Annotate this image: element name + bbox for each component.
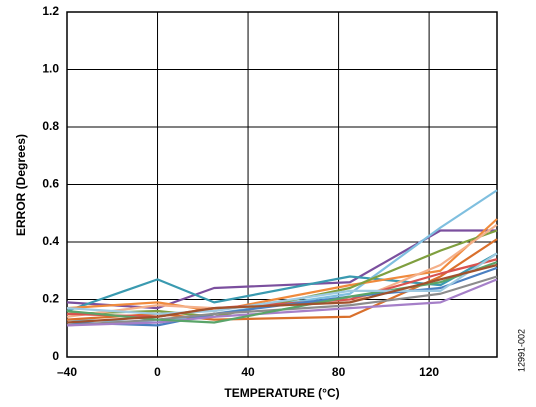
series-line bbox=[66, 258, 498, 318]
x-axis-label: TEMPERATURE (°C) bbox=[224, 386, 339, 400]
x-tick-label: 40 bbox=[241, 365, 255, 379]
x-tick-label: –40 bbox=[57, 365, 77, 379]
x-tick-label: 0 bbox=[154, 365, 161, 379]
series-line bbox=[66, 229, 498, 318]
y-tick-label: 1.0 bbox=[42, 62, 59, 76]
y-tick-label: 0.4 bbox=[42, 234, 59, 248]
y-tick-label: 0.8 bbox=[42, 119, 59, 133]
y-tick-label: 0.2 bbox=[42, 292, 59, 306]
x-tick-label: 80 bbox=[332, 365, 346, 379]
y-tick-label: 0 bbox=[52, 349, 59, 363]
x-tick-label: 120 bbox=[419, 365, 439, 379]
series-line bbox=[66, 218, 498, 313]
series-line bbox=[66, 263, 498, 324]
series-line bbox=[66, 252, 498, 315]
y-tick-label: 0.6 bbox=[42, 177, 59, 191]
figure-id: 12991-002 bbox=[516, 329, 526, 372]
series-line bbox=[66, 278, 498, 327]
y-axis-label: ERROR (Degrees) bbox=[14, 134, 28, 236]
y-tick-label: 1.2 bbox=[42, 4, 59, 18]
